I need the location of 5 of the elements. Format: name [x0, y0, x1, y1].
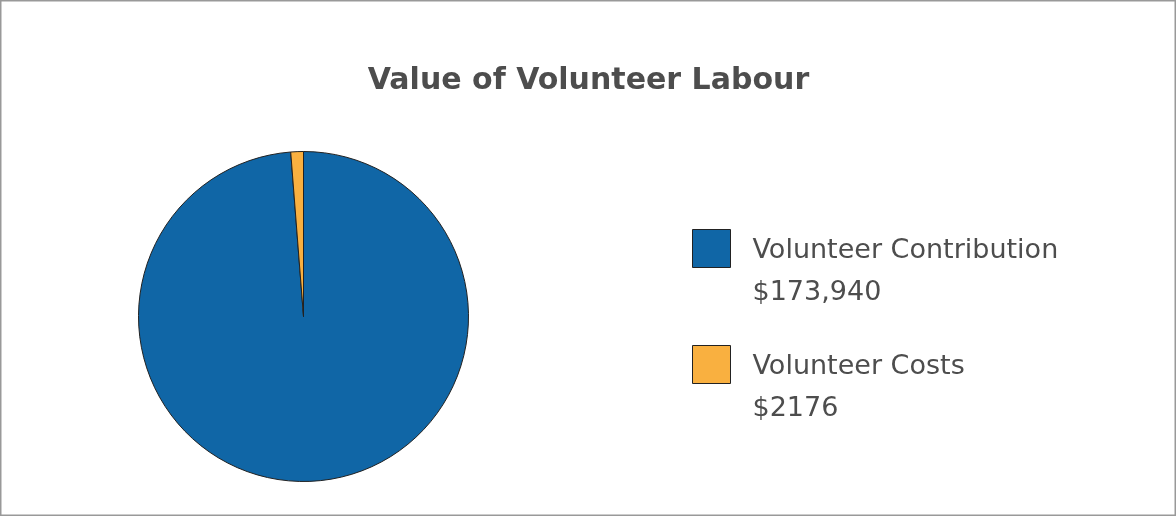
legend-label: Volunteer Costs — [752, 349, 965, 380]
chart-title: Value of Volunteer Labour — [367, 61, 810, 96]
legend-label: Volunteer Contribution — [752, 233, 1059, 264]
data-label: $173,940 — [752, 275, 882, 306]
data-label: $2176 — [752, 391, 839, 422]
